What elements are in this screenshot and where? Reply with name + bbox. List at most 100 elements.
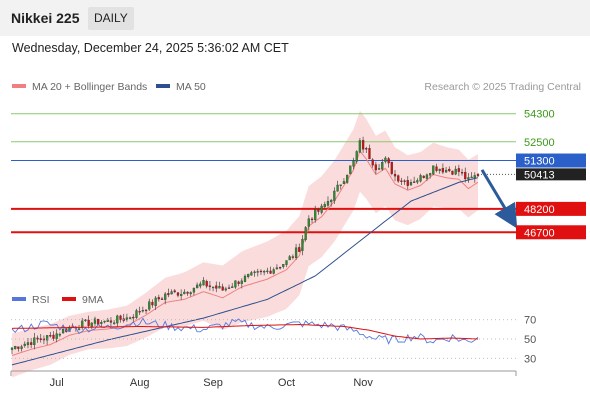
candle-body [243,275,247,282]
candle-body [464,171,467,180]
timeframe-badge[interactable]: DAILY [88,7,134,30]
candle-body [285,260,288,265]
candle-body [320,205,323,213]
candle-body [138,311,141,313]
candle-body [227,287,231,289]
candle-body [221,286,224,291]
candle-body [240,280,243,284]
level-label-46700: 46700 [524,227,555,239]
candle-body [208,285,212,287]
candle-body [358,140,362,153]
candle-body [441,168,445,173]
x-tick-Oct: Oct [278,377,295,389]
candle-body [132,316,135,319]
candle-body [361,140,365,150]
candles-layer [10,136,480,355]
candle-body [330,199,333,203]
candle-body [349,165,352,175]
candle-body [180,294,183,296]
candle-body [291,256,295,258]
candle-body [451,170,454,175]
candle-body [106,319,109,322]
legend-label-rsi-0: RSI [32,294,50,306]
candle-body [192,288,196,293]
grid-layer [11,113,516,234]
candle-body [413,181,416,183]
candle-body [61,329,65,334]
candle-body [425,174,429,179]
x-tick-Jul: Jul [50,377,64,389]
candle-body [352,160,355,167]
candle-body [282,264,285,267]
candle-body [119,315,122,320]
candle-body [231,286,234,288]
candle-body [55,333,58,339]
level-label-51300: 51300 [524,156,555,168]
candle-body [393,173,397,177]
candle-body [81,320,84,328]
candle-body [256,271,259,273]
candle-body [128,317,132,319]
candle-body [355,151,358,162]
candle-body [144,309,148,312]
candle-body [253,271,256,274]
candle-body [403,180,406,182]
candle-body [125,317,129,320]
candle-body [365,148,368,150]
candle-body [189,292,192,295]
candle-body [173,290,176,293]
legend-label-main-0: MA 20 + Bollinger Bands [32,81,147,93]
candle-body [93,318,97,324]
candle-body [371,159,374,166]
candle-body [444,169,448,173]
candle-body [167,293,170,296]
candle-body [157,297,160,300]
x-axis: Jul Aug Sep Oct Nov [10,370,517,389]
candle-body [298,247,301,252]
instrument-title: Nikkei 225 [11,10,80,26]
candle-body [164,293,167,300]
candle-body [467,177,470,180]
candle-body [400,180,403,182]
candle-body [135,310,138,318]
rsi-line [11,317,479,345]
candle-body [103,320,106,323]
candle-body [266,270,269,273]
candle-body [374,164,377,171]
x-tick-Nov: Nov [353,377,373,389]
candle-body [259,270,263,273]
candle-body [36,337,39,340]
candle-body [218,286,221,289]
candle-body [416,180,419,183]
candle-body [314,209,317,221]
candle-body [470,176,473,179]
candle-body [30,342,33,345]
candle-body [317,209,320,212]
candle-body [33,337,36,346]
candle-body [160,298,164,300]
candle-body [77,328,81,330]
price-levels-layer: 54300 52500 51300 48200 46700 50413 [478,109,586,240]
candle-body [49,335,52,337]
candle-body [428,173,432,176]
x-tick-Aug: Aug [130,377,150,389]
candle-body [100,322,103,324]
last-price-label: 50413 [524,169,555,181]
candle-body [176,292,180,296]
candle-body [294,247,298,259]
candle-body [116,315,119,324]
candle-body [199,283,202,287]
candle-body [151,301,154,306]
candle-body [304,227,307,240]
candle-body [205,281,208,287]
candle-body [333,190,336,201]
candle-body [381,162,384,170]
candle-body [186,291,189,294]
rsi-tick-30: 30 [524,353,536,365]
candle-body [387,158,390,164]
rsi-tick-50: 50 [524,334,536,346]
candle-body [17,346,20,349]
candle-body [170,291,173,295]
legend-label-main-1: MA 50 [176,81,206,93]
